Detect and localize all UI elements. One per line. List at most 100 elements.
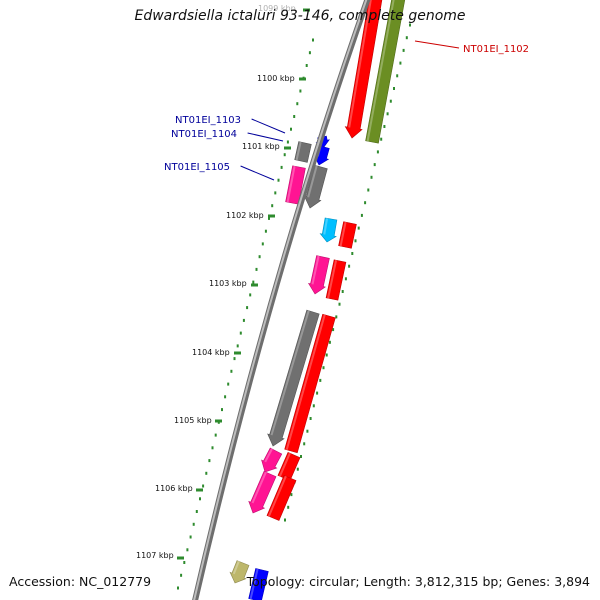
gene-arrow-highlight <box>307 165 318 198</box>
tick-dot <box>283 153 286 157</box>
tick-dot <box>373 163 376 167</box>
scale-tick-label: 1107 kbp <box>136 551 174 560</box>
tick-dot <box>341 290 344 293</box>
gene-label-leader <box>251 118 286 134</box>
tick-dot <box>261 242 264 246</box>
scale-tick <box>234 351 241 355</box>
tick-dot <box>199 497 201 501</box>
gene-arrow-highlight <box>327 259 338 299</box>
tick-dot <box>312 404 315 408</box>
tick-dot <box>351 252 354 255</box>
gene-arrow[interactable] <box>303 164 328 209</box>
gene-labels: NT01EI_1102 NT01EI_1103 NT01EI_1104 NT01EI_… <box>164 44 529 173</box>
gene-arrow-highlight <box>323 218 329 235</box>
scale-tick-label: 1099 kbp <box>258 4 296 13</box>
tick-dot <box>192 522 195 526</box>
tick-dot <box>303 442 306 446</box>
tick-dot <box>280 165 283 169</box>
tick-dot <box>180 573 183 577</box>
tick-dot <box>221 408 223 412</box>
gene-arrow[interactable] <box>365 0 407 144</box>
tick-dot <box>252 280 255 284</box>
tick-dot <box>380 137 383 141</box>
gene-arrow-highlight <box>278 452 291 477</box>
tick-dot <box>405 36 408 40</box>
scale-tick-label: 1106 kbp <box>155 484 193 493</box>
gene-arrow-highlight <box>249 568 259 600</box>
tick-dot <box>316 391 319 395</box>
gene-label[interactable]: NT01EI_1105 <box>164 162 230 173</box>
gene-arrow-highlight <box>285 314 326 451</box>
gene-label[interactable]: NT01EI_1103 <box>175 115 241 126</box>
gene-label-leader <box>240 165 275 181</box>
tick-dot <box>214 433 217 437</box>
gene-arrow-highlight <box>339 221 347 247</box>
tick-dot <box>402 48 405 52</box>
gene-arrow[interactable] <box>344 0 383 139</box>
tick-dot <box>224 395 227 399</box>
tick-dot <box>344 277 347 281</box>
gene-arrow[interactable] <box>229 560 250 584</box>
gene-arrow[interactable] <box>284 313 336 454</box>
gene-arrow-highlight <box>232 560 240 575</box>
tick-dot <box>255 267 258 271</box>
gene-arrow-highlight <box>251 471 267 504</box>
gene-arrow-highlight <box>267 475 287 517</box>
tick-dot <box>354 239 357 243</box>
tick-dot <box>376 150 379 154</box>
tick-dot <box>306 429 309 433</box>
gene-arrow[interactable] <box>319 217 338 243</box>
scale-bar: 1099 kbp 1100 kbp 1101 kbp 1102 kbp 1103 kbp… <box>136 4 310 560</box>
gene-arrow[interactable] <box>248 568 269 600</box>
tick-dot <box>284 518 286 522</box>
tick-dot <box>186 548 189 552</box>
tick-dot <box>242 318 245 322</box>
tick-dot <box>386 112 389 116</box>
scale-tick <box>215 419 222 423</box>
gene-arrow[interactable] <box>266 475 297 521</box>
scale-tick-label: 1102 kbp <box>226 211 264 220</box>
gene-label[interactable]: NT01EI_1102 <box>463 44 529 55</box>
tick-dot <box>319 378 322 382</box>
topology-label: Topology: circular; Length: 3,812,315 bp… <box>246 574 590 589</box>
scale-tick-label: 1105 kbp <box>174 416 212 425</box>
gene-arrow-highlight <box>295 141 302 161</box>
gene-arrow[interactable] <box>338 221 357 249</box>
tick-dot <box>299 89 302 93</box>
scale-tick <box>251 283 258 287</box>
tick-dot <box>290 493 293 497</box>
gene-label[interactable]: NT01EI_1104 <box>171 129 237 140</box>
tick-dot <box>246 306 249 310</box>
tick-dot <box>322 366 325 370</box>
gene-arrow[interactable] <box>261 447 283 473</box>
gene-arrow-highlight <box>264 448 273 463</box>
tick-dot <box>364 201 367 205</box>
tick-dot <box>239 331 242 335</box>
tick-dot <box>264 229 267 233</box>
gene-label-leader <box>247 132 284 142</box>
tick-dot <box>202 484 205 488</box>
tick-dot <box>211 446 214 450</box>
tick-dot <box>195 510 198 513</box>
scale-tick <box>196 488 203 492</box>
genome-title: Edwardsiella ictaluri 93-146, complete g… <box>134 8 466 24</box>
gene-arrow[interactable] <box>248 471 277 514</box>
tick-dot <box>233 357 236 361</box>
gene-arrow[interactable] <box>267 309 320 447</box>
gene-arrow[interactable] <box>325 259 347 301</box>
scale-tick <box>299 77 306 81</box>
gene-arrow-highlight <box>311 255 320 285</box>
tick-dot <box>258 255 261 259</box>
tick-dot <box>230 369 233 373</box>
tick-dot <box>183 561 186 564</box>
tick-dot <box>393 87 395 90</box>
scale-tick <box>303 8 310 12</box>
tick-dot <box>208 459 211 463</box>
tick-dot <box>328 340 331 344</box>
tick-dot <box>271 204 274 208</box>
scale-tick <box>177 556 184 560</box>
gene-features <box>229 0 407 600</box>
tick-dot <box>335 315 338 319</box>
gene-arrow[interactable] <box>307 255 330 295</box>
